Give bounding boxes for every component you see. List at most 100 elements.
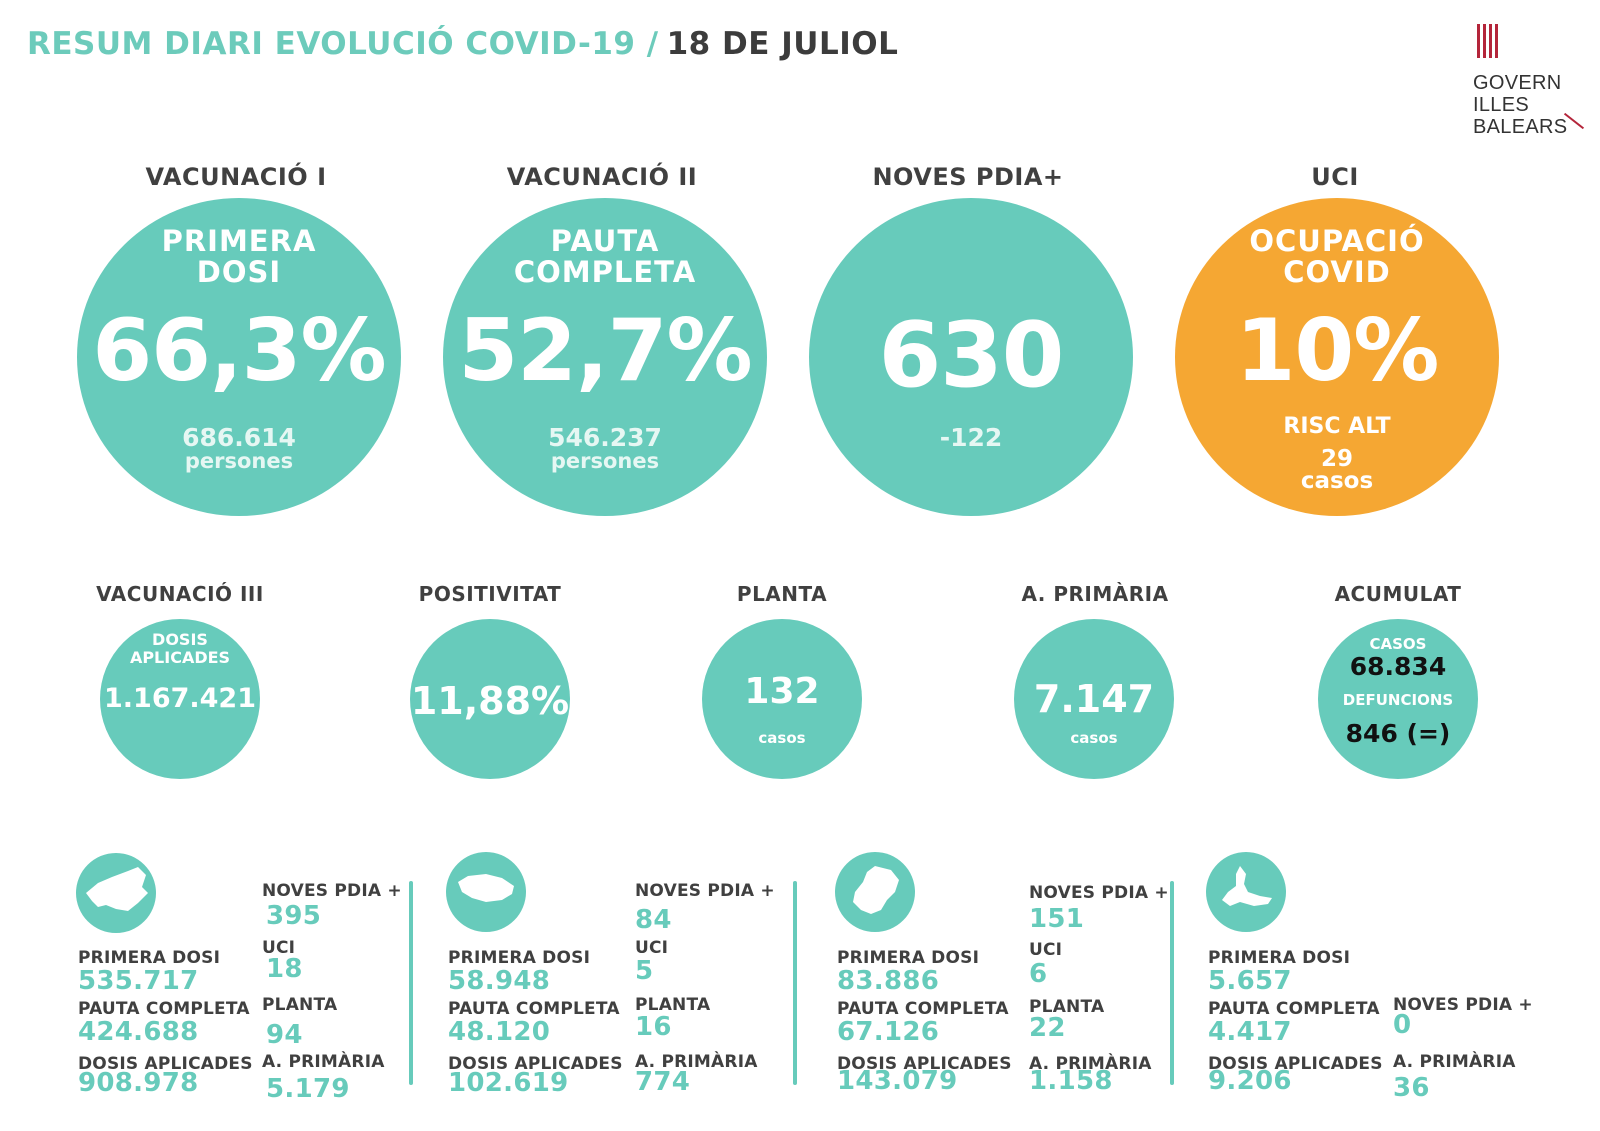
formentera-map-icon [1206, 852, 1286, 932]
positivitat-value: 11,88% [410, 679, 570, 723]
vacunacio-1-count: 686.614 [182, 423, 296, 452]
acumulat-cases-label: CASOS [1369, 635, 1427, 653]
menorca-pauta-completa-value: 48.120 [448, 1017, 551, 1047]
menorca-uci-value: 5 [635, 956, 654, 986]
section-divider [1170, 881, 1174, 1085]
eivissa-pauta-completa-value: 67.126 [837, 1017, 940, 1047]
mallorca-dosis-aplicades-value: 908.978 [78, 1068, 199, 1098]
acumulat-deaths-label: DEFUNCIONS [1342, 691, 1454, 709]
planta-unit: casos [758, 729, 806, 747]
uci-cases-unit: casos [1300, 468, 1374, 494]
vacunacio-2-unit: persones [550, 449, 660, 473]
mallorca-planta-label: PLANTA [262, 995, 338, 1015]
noves-pdia-circle: 630 -122 [809, 198, 1133, 516]
mallorca-primera-dosi-value: 535.717 [78, 966, 199, 996]
logo-line-3: BALEARS [1473, 116, 1568, 138]
vacunacio-1-label: VACUNACIÓ I [145, 163, 327, 191]
govern-illes-balears-logo: GOVERN ILLES BALEARS [1465, 24, 1585, 144]
section-divider [409, 881, 413, 1085]
formentera-primera-dosi-label: PRIMERA DOSI [1208, 948, 1351, 968]
mallorca-pauta-completa-value: 424.688 [78, 1017, 199, 1047]
formentera-pauta-completa-value: 4.417 [1208, 1017, 1292, 1047]
eivissa-planta-value: 22 [1029, 1013, 1066, 1043]
eivissa-uci-value: 6 [1029, 959, 1048, 989]
vacunacio-3-sub-line2: APLICADES [129, 648, 231, 667]
uci-label: UCI [1311, 163, 1359, 191]
mallorca-uci-label: UCI [262, 938, 296, 958]
planta-circle: 132 casos [702, 619, 862, 779]
planta-label: PLANTA [736, 582, 828, 606]
uci-subtitle: OCUPACIÓ COVID [1175, 226, 1499, 288]
eivissa-primera-dosi-value: 83.886 [837, 966, 940, 996]
vacunacio-2-count: 546.237 [548, 423, 662, 452]
acumulat-label: ACUMULAT [1334, 582, 1462, 606]
vacunacio-3-circle: DOSIS APLICADES 1.167.421 [100, 619, 260, 779]
formentera-noves-pdia-label: NOVES PDIA + [1393, 995, 1533, 1015]
menorca-planta-value: 16 [635, 1012, 672, 1042]
menorca-primera-dosi-label: PRIMERA DOSI [448, 948, 591, 968]
vacunacio-3-subtitle: DOSIS APLICADES [100, 631, 260, 667]
vacunacio-1-sub-line1: PRIMERA [161, 224, 317, 258]
primaria-label: A. PRIMÀRIA [1021, 582, 1169, 606]
vacunacio-2-sub-line2: COMPLETA [513, 255, 697, 289]
menorca-primaria-label: A. PRIMÀRIA [635, 1052, 758, 1072]
logo-text: GOVERN ILLES BALEARS [1473, 72, 1567, 138]
uci-sub-line1: OCUPACIÓ [1249, 224, 1425, 258]
formentera-primaria-value: 36 [1393, 1073, 1430, 1103]
formentera-noves-pdia-value: 0 [1393, 1010, 1412, 1040]
menorca-pauta-completa-label: PAUTA COMPLETA [448, 999, 620, 1019]
mallorca-primaria-label: A. PRIMÀRIA [262, 1052, 385, 1072]
logo-line-1: GOVERN [1473, 72, 1562, 94]
primaria-circle: 7.147 casos [1014, 619, 1174, 779]
acumulat-circle: CASOS 68.834 DEFUNCIONS 846 (=) [1318, 619, 1478, 779]
uci-circle: OCUPACIÓ COVID 10% RISC ALT 29 casos [1175, 198, 1499, 516]
vacunacio-1-sub-line2: DOSI [196, 255, 282, 289]
title-date: 18 DE JULIOL [666, 26, 899, 62]
vacunacio-2-circle: PAUTA COMPLETA 52,7% 546.237 persones [443, 198, 767, 516]
vacunacio-3-value: 1.167.421 [103, 683, 257, 714]
mallorca-planta-value: 94 [266, 1020, 303, 1050]
menorca-primera-dosi-value: 58.948 [448, 966, 551, 996]
mallorca-dosis-aplicades-label: DOSIS APLICADES [78, 1054, 253, 1074]
mallorca-map-icon [76, 853, 156, 933]
eivissa-planta-label: PLANTA [1029, 997, 1105, 1017]
uci-cases-count: 29 [1320, 446, 1353, 472]
primaria-value: 7.147 [1033, 677, 1155, 721]
title-text: RESUM DIARI EVOLUCIÓ COVID-19 / [27, 26, 659, 62]
mallorca-noves-pdia-label: NOVES PDIA + [262, 881, 402, 901]
mallorca-primera-dosi-label: PRIMERA DOSI [78, 948, 221, 968]
vacunacio-2-value: 52,7% [458, 301, 752, 401]
menorca-uci-label: UCI [635, 938, 669, 958]
formentera-primera-dosi-value: 5.657 [1208, 966, 1292, 996]
section-divider [793, 881, 797, 1085]
noves-pdia-value: 630 [878, 303, 1065, 408]
uci-value: 10% [1235, 301, 1440, 401]
noves-pdia-change: -122 [939, 423, 1003, 452]
mallorca-pauta-completa-label: PAUTA COMPLETA [78, 999, 250, 1019]
page-title: RESUM DIARI EVOLUCIÓ COVID-19 /18 DE JUL… [27, 26, 898, 62]
eivissa-primaria-value: 1.158 [1029, 1066, 1113, 1096]
menorca-dosis-aplicades-value: 102.619 [448, 1068, 569, 1098]
vacunacio-2-subtitle: PAUTA COMPLETA [443, 226, 767, 288]
vacunacio-1-subtitle: PRIMERA DOSI [77, 226, 401, 288]
logo-line-2: ILLES [1473, 94, 1529, 116]
uci-risk: RISC ALT [1283, 414, 1391, 439]
menorca-noves-pdia-label: NOVES PDIA + [635, 881, 775, 901]
mallorca-uci-value: 18 [266, 954, 303, 984]
uci-sub-line2: COVID [1283, 255, 1391, 289]
logo-bars-icon [1477, 24, 1503, 60]
menorca-noves-pdia-value: 84 [635, 905, 672, 935]
vacunacio-3-sub-line1: DOSIS [152, 630, 208, 649]
eivissa-noves-pdia-label: NOVES PDIA + [1029, 883, 1169, 903]
vacunacio-1-circle: PRIMERA DOSI 66,3% 686.614 persones [77, 198, 401, 516]
positivitat-label: POSITIVITAT [418, 582, 562, 606]
vacunacio-3-label: VACUNACIÓ III [96, 582, 264, 606]
formentera-pauta-completa-label: PAUTA COMPLETA [1208, 999, 1380, 1019]
menorca-map-icon [446, 852, 526, 932]
formentera-primaria-label: A. PRIMÀRIA [1393, 1052, 1516, 1072]
eivissa-primera-dosi-label: PRIMERA DOSI [837, 948, 980, 968]
menorca-dosis-aplicades-label: DOSIS APLICADES [448, 1054, 623, 1074]
eivissa-dosis-aplicades-value: 143.079 [837, 1066, 958, 1096]
eivissa-map-icon [835, 852, 915, 932]
noves-pdia-label: NOVES PDIA+ [872, 163, 1064, 191]
